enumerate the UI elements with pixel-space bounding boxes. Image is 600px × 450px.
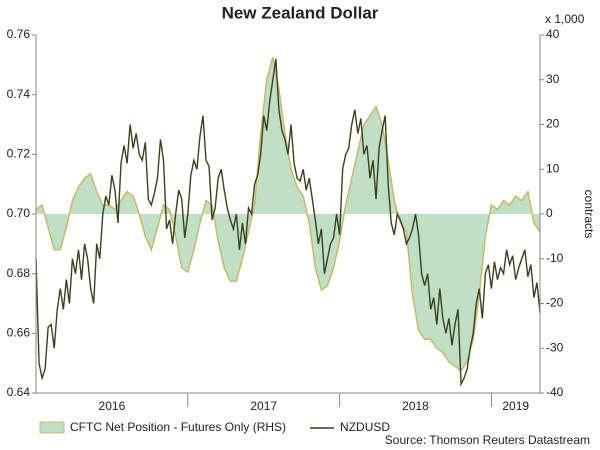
chart-title: New Zealand Dollar bbox=[222, 3, 379, 22]
y-tick-label: 0.76 bbox=[7, 27, 31, 41]
y-tick-label: 0.70 bbox=[7, 206, 31, 220]
y2-unit: x 1,000 bbox=[545, 12, 585, 26]
y2-tick-label: -30 bbox=[546, 340, 564, 354]
y2-tick-label: 0 bbox=[546, 206, 553, 220]
y2-tick-label: 40 bbox=[546, 27, 560, 41]
legend-label: NZDUSD bbox=[340, 420, 390, 434]
x-tick-label: 2016 bbox=[99, 399, 126, 413]
x-tick-label: 2017 bbox=[250, 399, 277, 413]
y-tick-label: 0.72 bbox=[7, 147, 31, 161]
legend-swatch bbox=[39, 421, 65, 434]
y2-axis-label: contracts bbox=[582, 190, 596, 239]
y2-tick-label: -10 bbox=[546, 251, 564, 265]
y2-tick-label: -40 bbox=[546, 385, 564, 399]
y-tick-label: 0.66 bbox=[7, 326, 31, 340]
area bbox=[36, 57, 540, 371]
legend-label: CFTC Net Position - Futures Only (RHS) bbox=[70, 420, 286, 434]
y-tick-label: 0.68 bbox=[7, 266, 31, 280]
y2-tick-label: 20 bbox=[546, 117, 560, 131]
y-tick-label: 0.64 bbox=[7, 385, 31, 399]
y-tick-label: 0.74 bbox=[7, 87, 31, 101]
source: Source: Thomson Reuters Datastream bbox=[385, 433, 590, 447]
y2-tick-label: 10 bbox=[546, 161, 560, 175]
x-tick-label: 2019 bbox=[502, 399, 529, 413]
y2-tick-label: 30 bbox=[546, 72, 560, 86]
x-tick-label: 2018 bbox=[402, 399, 429, 413]
y2-tick-label: -20 bbox=[546, 296, 564, 310]
line bbox=[35, 58, 541, 387]
